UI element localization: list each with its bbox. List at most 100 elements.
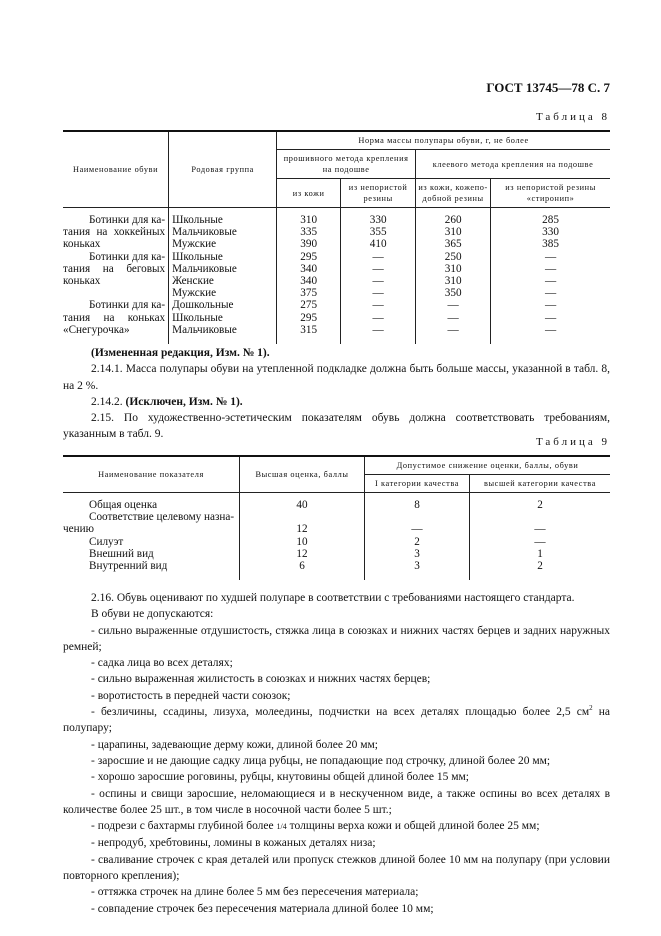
paragraph-2-14-2: 2.14.2. (Исключен, Изм. № 1).: [63, 394, 610, 410]
mass-cell: —: [490, 299, 610, 312]
cat1-cell: 2: [364, 535, 470, 548]
t9-header-top: высшей категории качества: [469, 474, 610, 493]
max-score-cell: 10: [239, 535, 365, 548]
defect-item: - оттяжка строчек на длине более 5 мм бе…: [91, 886, 419, 899]
table-row: «Снегурочка» Мальчиковые 315— — —: [63, 323, 610, 345]
defect-item: - безличины, ссадины, лизуха, молеедины,…: [63, 704, 610, 737]
table8-caption: Таблица 8: [535, 111, 610, 123]
mass-cell: —: [340, 299, 417, 312]
group-cell: Женские: [168, 275, 278, 288]
paragraph-2-15: 2.15. По художественно-эстетическим пока…: [63, 412, 610, 441]
mass-cell: —: [490, 311, 610, 324]
mass-cell: 330: [340, 207, 417, 227]
defects-intro: В обуви не допускаются:: [91, 608, 214, 621]
table9-caption: Таблица 9: [535, 436, 610, 448]
table-row: Мужские 375—350—: [63, 287, 610, 300]
defect-item: - воротистость в передней части союзок;: [91, 689, 291, 702]
mass-cell: 295: [276, 250, 342, 263]
t8-header-group: Родовая группа: [168, 130, 278, 208]
defect-item: - хорошо заросшие роговины, рубцы, кнуто…: [91, 771, 469, 784]
table-row: тания на беговых Мальчиковые 340—310—: [63, 262, 610, 276]
table-row: тания на коньках Школьные 295— — —: [63, 311, 610, 324]
shoe-name-cell: [63, 287, 170, 300]
defect-item: - сильно выраженная жилистость в союзках…: [91, 673, 431, 686]
table-row: Соответствие целевому назна-: [63, 511, 610, 524]
table-row: Внутренний вид 6 3 2: [63, 560, 610, 581]
mass-cell: 285: [490, 207, 610, 227]
mass-cell: 310: [415, 275, 492, 288]
table-row: Силуэт 10 2—: [63, 535, 610, 548]
group-cell: Дошкольные: [168, 299, 278, 312]
mass-cell: 335: [276, 226, 342, 239]
group-cell: Мальчиковые: [168, 323, 278, 345]
top-category-cell: —: [469, 523, 610, 536]
t8-header-sewn-rubber: из непористой резины: [340, 178, 417, 208]
shoe-name-cell: Ботинки для ка-: [63, 207, 170, 227]
table8: Наименование обуви Родовая группа Норма …: [63, 130, 610, 345]
t8-header-sewn: прошивного метода крепления на подошве: [276, 149, 417, 179]
top-category-cell: 1: [469, 547, 610, 561]
mass-cell: 365: [415, 238, 492, 251]
mass-cell: 340: [276, 262, 342, 276]
cat1-cell: 8: [364, 492, 470, 512]
mass-cell: 315: [276, 323, 342, 345]
table-row: коньках Мужские 390 410 365 385: [63, 238, 610, 251]
superscript: 2: [589, 704, 593, 713]
mass-cell: 385: [490, 238, 610, 251]
defect-item: - заросшие и не дающие садку лица рубцы,…: [91, 754, 551, 767]
mass-cell: 295: [276, 311, 342, 324]
group-cell: Мужские: [168, 287, 278, 300]
shoe-name-cell: «Снегурочка»: [63, 323, 170, 345]
shoe-name-cell: тания на хоккейных: [63, 226, 170, 239]
t8-header-glued-leather: из кожи, кожепо-добной резины: [415, 178, 492, 208]
indicator-name-cell: Внутренний вид: [63, 560, 240, 581]
mass-cell: 355: [340, 226, 417, 239]
cat1-cell: 3: [364, 547, 470, 561]
max-score-cell: 40: [239, 492, 365, 512]
table9: Наименование показателя Высшая оценка, б…: [63, 455, 610, 581]
section-2-16: 2.16. Обувь оценивают по худшей полупаре…: [63, 590, 610, 917]
indicator-name-cell: Соответствие целевому назна-: [63, 511, 240, 524]
t8-header-norm: Норма массы полупары обуви, г, не более: [276, 130, 610, 150]
defect-text: - безличины, ссадины, лизуха, молеедины,…: [91, 706, 590, 719]
mass-cell: 275: [276, 299, 342, 312]
table-row: коньках Женские 340—310—: [63, 275, 610, 288]
mass-cell: 310: [276, 207, 342, 227]
t8-header-glued: клеевого метода крепления на подошве: [415, 149, 610, 179]
max-score-cell: [239, 511, 365, 524]
t9-header-cat1: I категории качества: [364, 474, 470, 493]
defect-item: - совпадение строчек без пересечения мат…: [91, 902, 434, 915]
mass-cell: 260: [415, 207, 492, 227]
indicator-name-cell: Внешний вид: [63, 547, 240, 561]
defect-item: - сильно выраженные отдушистость, стяжка…: [63, 624, 610, 653]
group-cell: Мальчиковые: [168, 262, 278, 276]
shoe-name-cell: тания на коньках: [63, 311, 170, 324]
mass-cell: 350: [415, 287, 492, 300]
mass-cell: —: [415, 323, 492, 345]
fraction: 1/4: [276, 822, 287, 832]
mass-cell: 330: [490, 226, 610, 239]
mass-cell: —: [340, 275, 417, 288]
t8-header-sewn-leather: из кожи: [276, 178, 342, 208]
group-cell: Школьные: [168, 311, 278, 324]
table-row: чению 12— —: [63, 523, 610, 536]
top-category-cell: —: [469, 535, 610, 548]
top-category-cell: [469, 511, 610, 524]
group-cell: Школьные: [168, 207, 278, 227]
mass-cell: 310: [415, 226, 492, 239]
group-cell: Школьные: [168, 250, 278, 263]
defect-text: на полупару;: [63, 706, 611, 735]
mass-cell: —: [340, 287, 417, 300]
t9-header-name: Наименование показателя: [63, 455, 240, 493]
table-row: Ботинки для ка- Школьные 295—250—: [63, 250, 610, 263]
defect-item: - садка лица во всех деталях;: [91, 657, 233, 670]
mass-cell: —: [490, 250, 610, 263]
mass-cell: —: [490, 262, 610, 276]
defect-text: толщины верха кожи и общей длиной более …: [286, 820, 540, 833]
defect-item: - подрези с бахтармы глубиной более 1/4 …: [63, 818, 610, 835]
group-cell: Мужские: [168, 238, 278, 251]
table-row: Ботинки для ка- Дошкольные 275— — —: [63, 299, 610, 312]
indicator-name-cell: Общая оценка: [63, 492, 240, 512]
defect-item: - оспины и свищи заросшие, неломающиеся …: [63, 787, 610, 816]
indicator-name-cell: чению: [63, 523, 240, 536]
